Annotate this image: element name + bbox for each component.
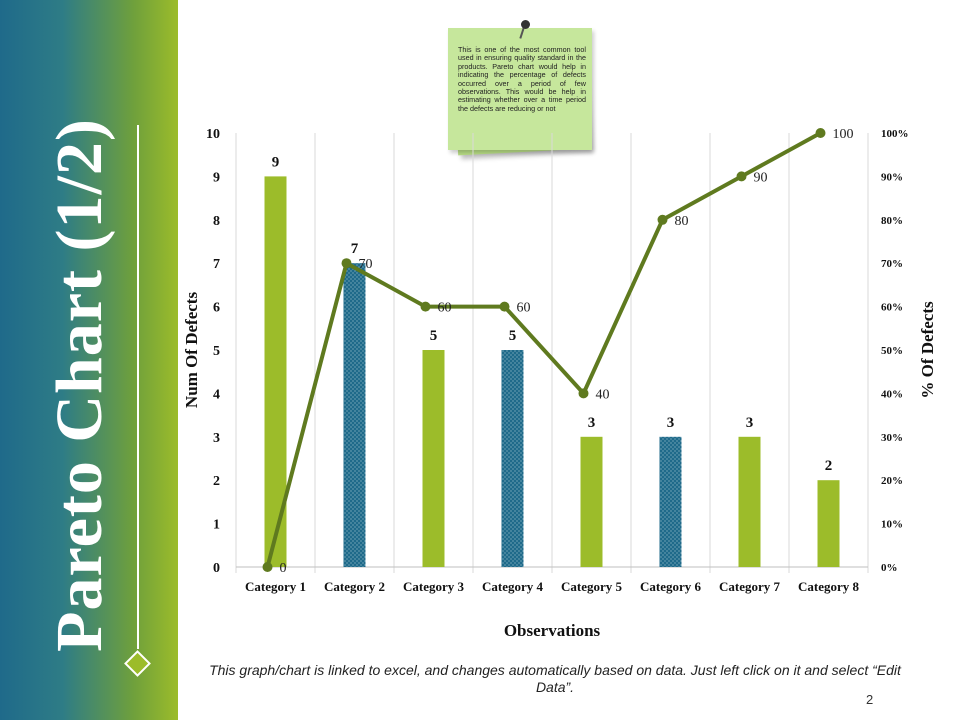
bar-data-label: 3	[667, 415, 675, 431]
sticky-note-text: This is one of the most common tool used…	[458, 45, 586, 113]
line-data-label: 0	[280, 561, 287, 576]
y2-tick-label: 50%	[881, 345, 903, 357]
y2-tick-label: 10%	[881, 519, 903, 531]
y2-tick-label: 40%	[881, 388, 903, 400]
x-tick-label: Category 2	[324, 579, 385, 594]
y2-tick-label: 20%	[881, 475, 903, 487]
x-tick-label: Category 4	[482, 579, 544, 594]
y-tick-label: 3	[213, 431, 220, 446]
footer-note: This graph/chart is linked to excel, and…	[209, 662, 901, 695]
x-tick-label: Category 6	[640, 579, 702, 594]
sticky-note	[448, 28, 592, 150]
y-tick-label: 2	[213, 474, 220, 489]
y-tick-label: 8	[213, 214, 220, 229]
y2-axis-title: % Of Defects	[918, 301, 937, 399]
y-tick-label: 9	[213, 170, 220, 185]
y-tick-label: 7	[213, 257, 220, 272]
bar	[422, 350, 445, 567]
y2-tick-label: 80%	[881, 215, 903, 227]
bar-data-label: 7	[351, 241, 359, 257]
line-point	[262, 562, 273, 572]
line-point	[420, 301, 431, 312]
y-tick-label: 1	[213, 518, 220, 533]
page-number: 2	[866, 692, 874, 707]
y2-tick-label: 90%	[881, 171, 903, 183]
y2-tick-label: 0%	[881, 562, 898, 574]
y-axis-title: Num Of Defects	[182, 292, 201, 409]
bar-data-label: 3	[746, 415, 754, 431]
y2-tick-label: 30%	[881, 432, 903, 444]
x-tick-label: Category 1	[245, 579, 306, 594]
bar	[580, 436, 603, 567]
line-data-label: 40	[596, 387, 610, 402]
y-tick-label: 5	[213, 344, 220, 359]
line-data-label: 80	[675, 214, 689, 229]
x-tick-label: Category 8	[798, 579, 860, 594]
y-tick-label: 0	[213, 561, 220, 576]
percent-line	[265, 131, 822, 568]
pushpin-icon	[521, 20, 530, 29]
bar-data-label: 3	[588, 415, 596, 431]
line-point	[736, 171, 747, 182]
line-point	[341, 258, 352, 269]
bar	[659, 436, 682, 567]
y-tick-label: 4	[213, 387, 220, 402]
line-point	[499, 301, 510, 312]
x-tick-label: Category 7	[719, 579, 781, 594]
y2-tick-label: 70%	[881, 258, 903, 270]
sidebar: Pareto Chart (1/2)	[0, 0, 178, 720]
x-tick-label: Category 3	[403, 579, 465, 594]
bar	[343, 263, 366, 567]
line-data-label: 90	[754, 170, 768, 185]
bar-data-label: 5	[509, 328, 517, 344]
bar-data-label: 2	[825, 458, 833, 474]
bar	[817, 480, 840, 567]
y2-tick-label: 100%	[881, 128, 909, 140]
x-axis-title: Observations	[504, 621, 601, 640]
x-tick-label: Category 5	[561, 579, 623, 594]
line-point	[578, 388, 589, 399]
line-point	[657, 214, 668, 225]
bar-data-label: 9	[272, 154, 280, 170]
line-data-label: 60	[517, 301, 531, 316]
bar-data-label: 5	[430, 328, 438, 344]
y-tick-label: 6	[213, 301, 220, 316]
sidebar-divider-line	[137, 125, 139, 649]
line-point	[815, 128, 826, 138]
bar	[501, 350, 524, 567]
y-tick-label: 10	[206, 127, 220, 142]
line-data-label: 60	[438, 301, 452, 316]
bar	[264, 176, 287, 567]
bar	[738, 436, 761, 567]
line-data-label: 70	[359, 257, 373, 272]
y2-tick-label: 60%	[881, 302, 903, 314]
line-data-label: 100	[833, 127, 854, 142]
